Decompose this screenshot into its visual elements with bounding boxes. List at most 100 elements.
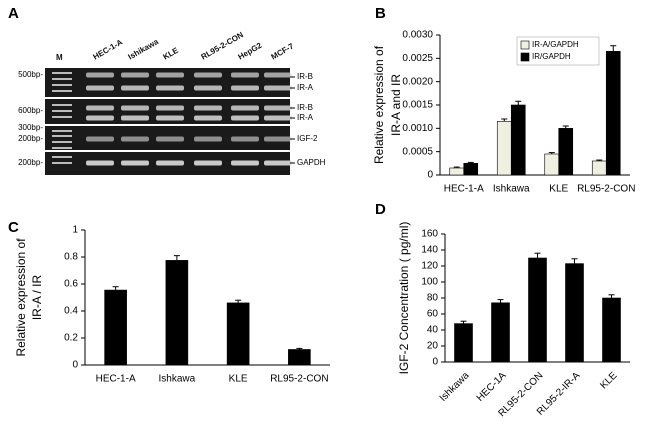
error-bar: [501, 118, 508, 122]
bar: [565, 263, 584, 363]
y-tick-label: 0.6: [64, 279, 78, 290]
x-tick-label: Ishkawa: [493, 184, 530, 195]
error-bar: [497, 299, 504, 303]
y-axis-label: IGF-2 Concentration ( pg/ml): [397, 222, 411, 375]
x-tick-label: KLE: [598, 370, 619, 391]
x-tick-label: Ishkawa: [159, 374, 196, 385]
marker-label: 200bp-: [18, 134, 43, 143]
lane-label: Ishikawa: [127, 37, 161, 62]
lane-label: KLE: [162, 45, 181, 61]
band-label: IGF-2: [297, 134, 318, 143]
gel-band: [156, 72, 184, 78]
panel-label: B: [375, 5, 386, 22]
bar: [605, 51, 621, 176]
marker-label: 600bp-: [18, 106, 43, 115]
gel-band: [194, 160, 222, 166]
legend-swatch: [520, 52, 530, 62]
band-label: IR-B: [297, 72, 313, 81]
error-bar: [173, 255, 180, 261]
ladder-band: [52, 162, 72, 164]
gel-band: [156, 85, 184, 91]
gel-band: [264, 160, 292, 166]
band-label: IR-B: [297, 103, 313, 112]
bar: [528, 257, 547, 363]
ladder-band: [52, 147, 72, 149]
ladder-band: [52, 84, 72, 86]
y-tick-label: 40: [427, 325, 439, 336]
panel-label: D: [375, 201, 386, 218]
bar: [226, 302, 250, 366]
bar: [454, 323, 473, 363]
gel-band: [156, 136, 184, 142]
error-bar: [453, 166, 460, 168]
bar: [463, 163, 479, 176]
lane-label: HepG2: [237, 41, 264, 62]
ladder-band: [52, 72, 72, 74]
gel-band: [121, 105, 149, 111]
x-tick-label: Ishkawa: [438, 370, 472, 404]
y-tick-label: 0.0020: [402, 76, 433, 87]
ladder-band: [52, 130, 72, 132]
gel-band: [86, 85, 114, 91]
y-tick-label: 0: [427, 170, 433, 181]
y-tick-label: 0.0005: [402, 146, 433, 157]
gel-band: [121, 115, 149, 121]
ladder-band: [52, 78, 72, 80]
y-tick-label: 120: [421, 261, 438, 272]
gel-band: [86, 115, 114, 121]
x-tick-label: KLE: [229, 374, 248, 385]
gel-band: [264, 115, 292, 121]
ladder-band: [52, 141, 72, 143]
y-tick-label: 0.2: [64, 333, 78, 344]
ladder-band: [52, 156, 72, 158]
panel-label: A: [8, 5, 19, 22]
x-tick-label: RL95-2-CON: [577, 184, 635, 195]
x-tick-label: HEC-1A: [475, 370, 509, 404]
error-bar: [467, 161, 474, 164]
marker-label: 500bp-: [18, 70, 43, 79]
error-bar: [235, 299, 242, 303]
legend-swatch: [520, 40, 530, 50]
bar: [496, 121, 512, 176]
y-tick-label: 160: [421, 229, 438, 240]
gel-band: [231, 115, 259, 121]
y-tick-label: 0.0030: [402, 30, 433, 41]
y-tick-label: 0: [72, 360, 78, 371]
y-tick-label: 0.0015: [402, 100, 433, 111]
ladder-band: [52, 104, 72, 106]
gel-band: [194, 105, 222, 111]
error-bar: [548, 152, 555, 154]
gel-band: [264, 72, 292, 78]
bar: [165, 260, 189, 366]
x-tick-label: KLE: [549, 184, 568, 195]
legend-label: IR/GAPDH: [532, 52, 571, 61]
ladder-band: [52, 90, 72, 92]
marker-label: 300bp-: [18, 123, 43, 132]
y-tick-label: 20: [427, 341, 439, 352]
bar: [510, 104, 526, 176]
lane-label: M: [56, 53, 63, 62]
bar: [288, 349, 311, 366]
gel-band: [86, 105, 114, 111]
lane-label: HEC-1-A: [92, 37, 125, 61]
gel-band: [86, 72, 114, 78]
band-label: GAPDH: [297, 158, 326, 167]
band-label: IR-A: [297, 83, 314, 92]
error-bar: [608, 294, 615, 298]
gel-band: [194, 85, 222, 91]
gel-band: [86, 160, 114, 166]
gel-band: [264, 136, 292, 142]
gel-band: [121, 85, 149, 91]
y-tick-label: 0.8: [64, 252, 78, 263]
band-label: IR-A: [297, 113, 314, 122]
marker-label: 200bp-: [18, 158, 43, 167]
legend-label: IR-A/GAPDH: [532, 40, 579, 49]
y-tick-label: 0.0025: [402, 53, 433, 64]
gel-band: [156, 160, 184, 166]
gel-band: [121, 136, 149, 142]
error-bar: [596, 159, 603, 161]
ladder-band: [52, 110, 72, 112]
y-axis-label: Relative expression of: [14, 238, 28, 357]
error-bar: [610, 45, 617, 52]
